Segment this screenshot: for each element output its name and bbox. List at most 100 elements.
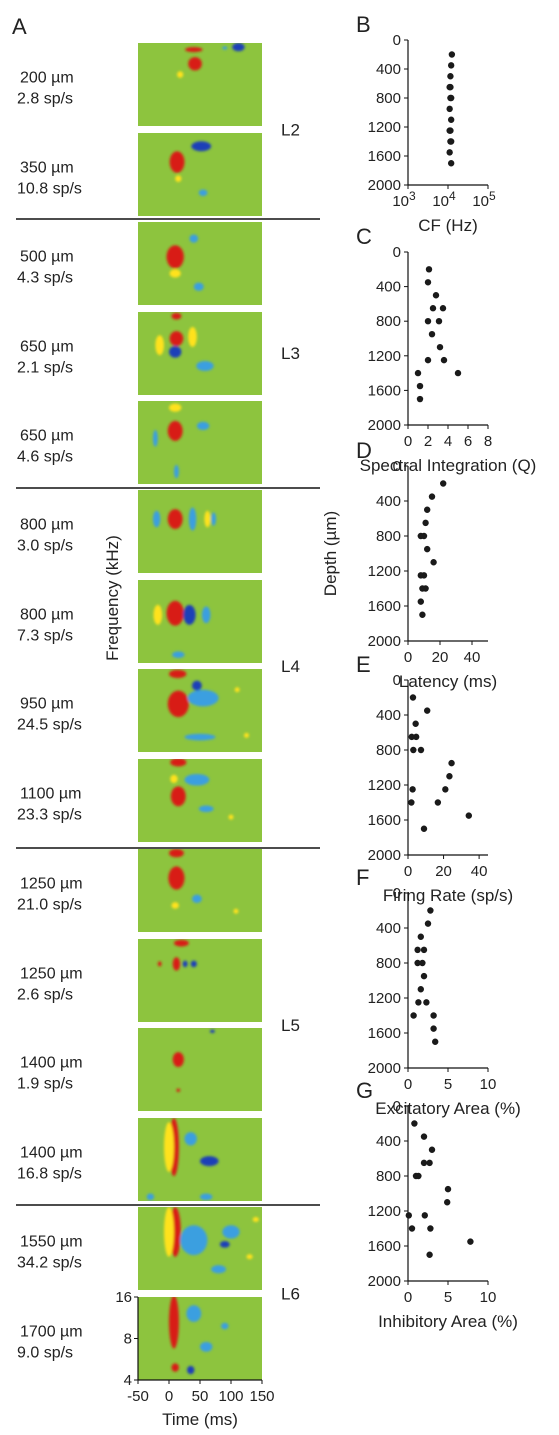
y-tick-label: 400 <box>376 1133 401 1150</box>
strf-blob <box>211 512 217 526</box>
layer-label: L3 <box>281 344 300 363</box>
strf-separator <box>138 756 262 759</box>
strf-blob <box>191 141 212 152</box>
data-point <box>420 825 428 832</box>
data-point <box>440 480 447 487</box>
strf-blob <box>188 507 197 531</box>
data-point <box>436 343 444 351</box>
x-axis-title: Latency (ms) <box>399 672 497 691</box>
strf-blobs <box>153 600 211 659</box>
strf-blobs <box>169 1297 229 1375</box>
unit-rate-label: 10.8 sp/s <box>17 181 82 198</box>
panel-label-e: E <box>356 652 371 677</box>
data-point <box>432 292 440 299</box>
strf-blobs <box>168 849 239 914</box>
x-tick-label: 5 <box>444 1289 452 1306</box>
y-tick-label: 1200 <box>368 990 401 1007</box>
strf-separator <box>138 1025 262 1028</box>
strf-heatmap <box>138 222 262 305</box>
strf-axes: 16 8 4-50 0 50 100 150 Time (ms) Frequency (kHz) <box>103 535 275 1429</box>
strf-blob <box>190 960 197 968</box>
strf-blob <box>169 346 182 358</box>
panel-label-a: A <box>12 14 27 39</box>
strf-blob <box>232 43 245 52</box>
strf-blob <box>172 957 181 971</box>
data-point <box>448 759 455 767</box>
strf-blobs <box>152 507 217 531</box>
strf-row: 1400 µm 1.9 sp/s <box>17 1028 262 1111</box>
y-tick-label: 800 <box>376 313 401 330</box>
x-tick-label: 0 <box>404 1076 412 1093</box>
data-point <box>424 279 432 286</box>
strf-blob <box>222 46 228 50</box>
strf-blob <box>186 1305 202 1322</box>
strf-row: 650 µm 2.1 sp/s <box>17 312 262 395</box>
strf-blobs <box>146 1118 219 1201</box>
strf-x-axis-title: Time (ms) <box>162 1410 238 1429</box>
strf-blobs <box>166 234 204 291</box>
x-tick-label: 0 <box>404 649 412 666</box>
data-point <box>447 116 455 123</box>
strf-heatmap <box>138 401 262 484</box>
y-tick-label: 400 <box>376 279 401 296</box>
strf-blob <box>152 430 158 447</box>
strf-y-axis-title: Frequency (kHz) <box>103 535 122 661</box>
strf-blob <box>184 773 210 786</box>
strf-blob <box>211 1265 227 1274</box>
strf-blob <box>146 1193 155 1201</box>
strf-blob <box>169 849 184 858</box>
strf-blob <box>196 360 214 371</box>
y-tick-label: 800 <box>376 528 401 545</box>
strf-heatmap <box>138 312 262 395</box>
strf-blobs <box>172 1029 215 1092</box>
unit-depth-label: 1550 µm <box>20 1234 83 1251</box>
unit-rate-label: 1.9 sp/s <box>17 1076 73 1093</box>
data-point <box>417 986 424 993</box>
layer-label: L5 <box>281 1016 300 1035</box>
y-tick-label: 800 <box>376 955 401 972</box>
strf-row: 800 µm 3.0 sp/s <box>17 490 262 573</box>
strf-row: 1400 µm 16.8 sp/s <box>17 1118 262 1201</box>
unit-depth-label: 500 µm <box>20 249 74 266</box>
data-point <box>414 946 421 954</box>
strf-blobs <box>170 759 234 820</box>
strf-blob <box>221 1322 229 1330</box>
x-tick-label: 10 <box>480 1289 497 1306</box>
data-point <box>416 395 424 403</box>
x-tick-label: 20 <box>435 863 452 880</box>
strf-blob <box>153 604 163 625</box>
x-tick-label: 5 <box>444 1076 452 1093</box>
strf-blob <box>166 245 184 269</box>
strf-blob <box>170 786 186 807</box>
strf-blob <box>219 1241 230 1248</box>
panel-label-c: C <box>356 224 372 249</box>
unit-depth-label: 200 µm <box>20 70 74 87</box>
strf-x-tick-label: 150 <box>249 1388 274 1405</box>
strf-blob <box>167 509 183 530</box>
strf-blob <box>200 1341 213 1352</box>
strf-blobs <box>177 43 245 78</box>
unit-rate-label: 9.0 sp/s <box>17 1345 73 1362</box>
panel-label-f: F <box>356 865 369 890</box>
y-tick-label: 1200 <box>368 563 401 580</box>
unit-rate-label: 4.6 sp/s <box>17 449 73 466</box>
data-point <box>420 972 428 980</box>
strf-row: 1100 µm 23.3 sp/s <box>17 759 262 842</box>
strf-blob <box>244 732 249 738</box>
strf-blob <box>200 1156 219 1167</box>
data-point <box>432 1038 439 1045</box>
unit-rate-label: 24.5 sp/s <box>17 717 82 734</box>
strf-blob <box>164 1207 174 1257</box>
strf-blob <box>183 604 196 625</box>
x-tick-label: 10 <box>480 1076 497 1093</box>
data-point <box>439 305 447 312</box>
y-tick-label: 1200 <box>368 777 401 794</box>
data-point <box>427 907 434 914</box>
y-tick-label: 0 <box>393 244 401 261</box>
strf-blob <box>172 651 185 659</box>
y-tick-label: 400 <box>376 493 401 510</box>
unit-depth-label: 650 µm <box>20 428 74 445</box>
y-tick-label: 800 <box>376 90 401 107</box>
y-tick-label: 400 <box>376 707 401 724</box>
